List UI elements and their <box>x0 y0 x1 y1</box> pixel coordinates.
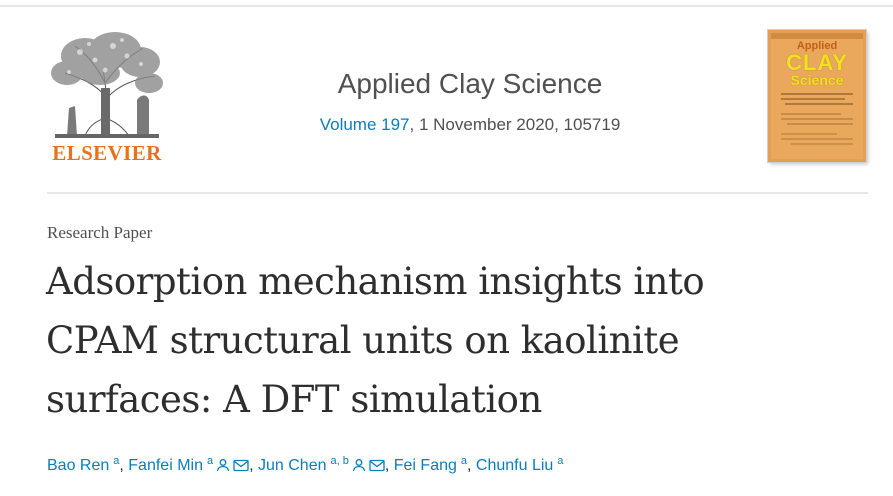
cover-title-clay: CLAY <box>786 50 848 75</box>
affiliation-marker: a <box>557 454 564 467</box>
affiliation-marker: a <box>113 454 120 467</box>
author-separator: , <box>384 457 394 474</box>
author-list: Bao Ren a, Fanfei Min a, Jun Chen a, b, Fei… <box>47 454 563 480</box>
author-name: Fanfei Min <box>128 457 203 474</box>
top-divider <box>0 5 893 7</box>
cover-text-line <box>781 113 841 115</box>
cover-title-science: Science <box>790 72 844 88</box>
cover-background: Applied CLAY Science <box>771 33 863 159</box>
affiliation-marker: a, b <box>330 454 349 467</box>
mail-icon <box>369 456 385 480</box>
cover-text-line <box>781 98 845 100</box>
article-title-line: CPAM structural units on kaolinite <box>46 319 680 362</box>
article-title-line: surfaces: A DFT simulation <box>46 378 542 421</box>
author-name: Bao Ren <box>47 457 110 474</box>
article-title: Adsorption mechanism insights into CPAM … <box>46 252 826 429</box>
cover-text-line <box>781 93 853 95</box>
author-separator: , <box>467 457 476 474</box>
cover-text-line <box>791 143 853 145</box>
author-fanfei-min[interactable]: Fanfei Min a <box>128 454 249 474</box>
author-bao-ren[interactable]: Bao Ren a <box>47 454 120 474</box>
cover-text-line <box>785 103 853 105</box>
mail-icon <box>233 456 249 480</box>
journal-title-link[interactable]: Applied Clay Science <box>337 68 603 99</box>
cover-title-applied: Applied <box>796 40 838 52</box>
header-divider <box>47 192 868 194</box>
affiliation-marker: a <box>460 454 468 467</box>
person-icon <box>216 456 230 480</box>
author-fei-fang[interactable]: Fei Fang a <box>393 454 468 474</box>
author-name: Chunfu Liu <box>475 457 554 474</box>
author-name: Fei Fang <box>393 457 457 474</box>
elsevier-tree-logo-icon[interactable] <box>45 28 169 166</box>
author-jun-chen[interactable]: Jun Chen a, b <box>258 454 385 474</box>
cover-top-bar <box>771 33 863 39</box>
author-chunfu-liu[interactable]: Chunfu Liu a <box>475 454 564 474</box>
journal-cover-thumbnail[interactable]: Applied CLAY Science <box>768 30 866 162</box>
cover-text-line <box>781 138 853 140</box>
issue-date-and-article-number: , 1 November 2020, 105719 <box>409 115 621 134</box>
person-icon <box>352 456 366 480</box>
author-separator: , <box>249 457 258 474</box>
cover-text-line <box>781 118 853 120</box>
journal-header: Applied Clay Science Volume 197, 1 Novem… <box>200 62 740 138</box>
author-name: Jun Chen <box>258 457 327 474</box>
volume-link[interactable]: Volume 197 <box>319 115 410 134</box>
issue-line: Volume 197, 1 November 2020, 105719 <box>200 112 740 138</box>
cover-text-line <box>781 133 837 135</box>
author-separator: , <box>119 457 129 474</box>
article-type-label: Research Paper <box>47 223 153 242</box>
article-title-line: Adsorption mechanism insights into <box>46 260 705 303</box>
affiliation-marker: a <box>206 454 214 467</box>
cover-text-line <box>787 123 853 125</box>
publisher-name[interactable]: ELSEVIER <box>52 141 162 165</box>
